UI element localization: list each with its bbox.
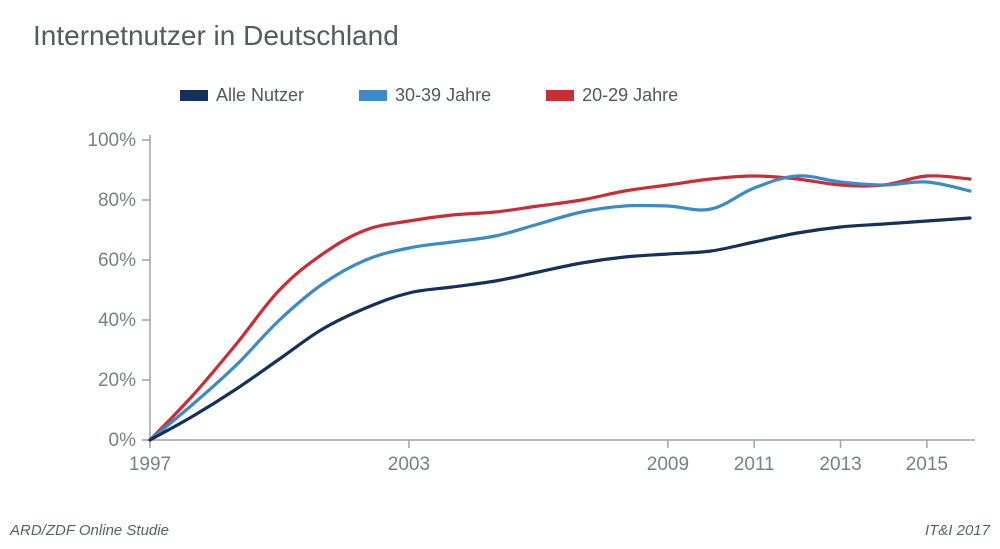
svg-text:80%: 80% xyxy=(98,190,136,211)
svg-text:20%: 20% xyxy=(98,370,136,391)
source-label: ARD/ZDF Online Studie xyxy=(10,522,169,539)
credit-label: IT&I 2017 xyxy=(925,522,990,539)
svg-text:2011: 2011 xyxy=(734,454,775,475)
svg-text:60%: 60% xyxy=(98,250,136,271)
svg-text:40%: 40% xyxy=(98,310,136,331)
svg-text:2003: 2003 xyxy=(388,454,430,475)
svg-text:2015: 2015 xyxy=(906,454,948,475)
svg-text:100%: 100% xyxy=(87,130,136,151)
line-chart: 0% 20% 40% 60% 80% 100% 1997 2003 2009 2011 2013 20… xyxy=(0,0,1000,549)
svg-text:2009: 2009 xyxy=(647,454,689,475)
svg-text:0%: 0% xyxy=(109,430,137,451)
svg-text:1997: 1997 xyxy=(129,454,171,475)
svg-text:2013: 2013 xyxy=(819,454,861,475)
